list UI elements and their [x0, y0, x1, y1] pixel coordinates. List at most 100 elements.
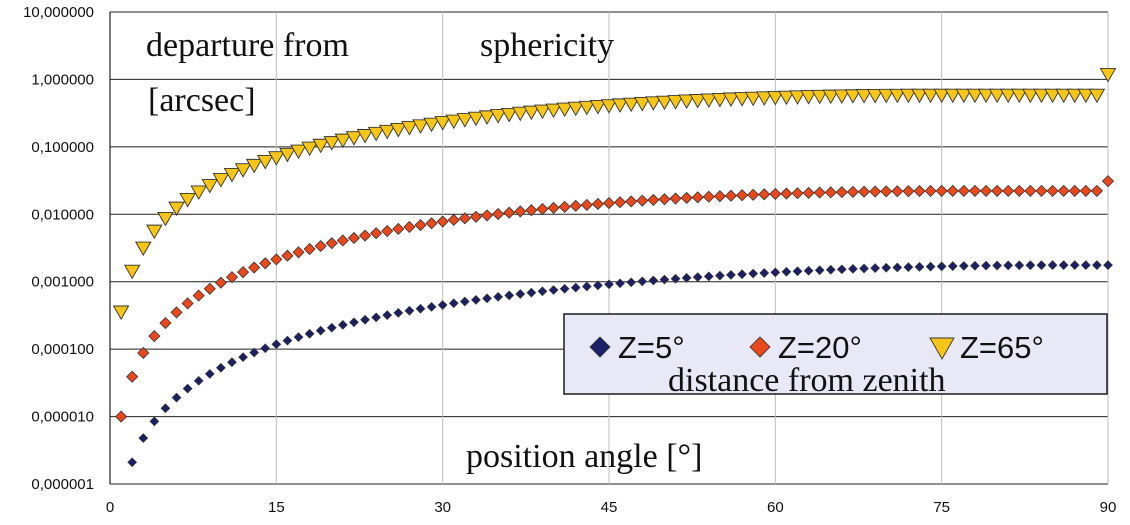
- title-part-1: departure from: [146, 27, 349, 64]
- data-point: [1011, 88, 1028, 104]
- data-point: [648, 275, 659, 286]
- data-point: [900, 88, 917, 104]
- data-point: [259, 257, 272, 270]
- data-point: [1057, 184, 1070, 197]
- data-point: [182, 383, 193, 394]
- data-point: [325, 237, 338, 250]
- data-point: [659, 274, 670, 285]
- data-point: [245, 158, 263, 174]
- data-point: [448, 298, 459, 309]
- data-point: [1025, 260, 1036, 271]
- data-point: [282, 335, 293, 346]
- legend-marker: [929, 337, 955, 360]
- data-point: [713, 190, 726, 203]
- data-point: [504, 290, 515, 301]
- x-axis-ticks: 0 15 30 45 60 75 90: [106, 499, 1117, 516]
- data-point: [378, 124, 396, 140]
- data-point: [591, 197, 604, 211]
- data-point: [726, 270, 736, 280]
- x-tick-label: 15: [268, 499, 285, 516]
- data-point: [279, 147, 296, 163]
- data-point: [625, 195, 638, 208]
- data-point: [1090, 184, 1103, 197]
- data-point: [1003, 260, 1014, 271]
- data-point: [933, 88, 950, 104]
- data-point: [1013, 184, 1026, 197]
- data-point: [545, 103, 562, 119]
- data-point: [1103, 260, 1113, 270]
- title-part-2: sphericity: [480, 27, 614, 64]
- data-point: [889, 88, 906, 104]
- legend-marker: [749, 336, 771, 358]
- y-tick-label: 0,000001: [31, 476, 94, 493]
- data-point: [134, 241, 152, 257]
- data-point: [944, 88, 962, 104]
- data-point: [204, 369, 215, 379]
- data-point: [434, 116, 451, 131]
- data-point: [811, 89, 828, 105]
- data-point: [567, 101, 585, 117]
- data-point: [212, 173, 230, 188]
- data-point: [148, 330, 161, 343]
- data-point: [946, 184, 959, 197]
- data-point: [334, 133, 352, 149]
- data-point: [515, 289, 526, 299]
- data-point: [835, 186, 848, 199]
- data-point: [370, 227, 383, 240]
- data-point: [179, 193, 196, 208]
- x-tick-label: 75: [933, 499, 950, 516]
- data-point: [614, 196, 627, 209]
- data-point: [645, 96, 662, 111]
- data-point: [1101, 175, 1115, 188]
- data-point: [758, 188, 771, 201]
- y-tick-label: 10,000000: [23, 4, 94, 21]
- data-point: [216, 362, 226, 373]
- data-point: [423, 117, 440, 133]
- data-point: [802, 186, 815, 199]
- data-point: [471, 295, 481, 305]
- data-point: [382, 310, 393, 320]
- data-point: [203, 282, 216, 295]
- y-tick-label: 0,000100: [31, 341, 94, 358]
- data-point: [578, 100, 596, 116]
- data-point: [911, 88, 928, 104]
- data-point: [227, 357, 237, 368]
- data-point: [390, 122, 407, 138]
- data-point: [724, 189, 738, 202]
- data-point: [548, 285, 559, 295]
- data-point: [1014, 260, 1025, 271]
- data-point: [303, 242, 316, 256]
- data-point: [314, 239, 327, 253]
- data-point: [1069, 260, 1080, 270]
- data-point: [500, 107, 518, 123]
- data-point: [1047, 260, 1058, 270]
- data-point: [633, 96, 651, 112]
- data-point: [426, 301, 437, 312]
- data-point: [656, 95, 673, 111]
- data-point: [778, 90, 795, 106]
- data-point: [271, 339, 282, 350]
- data-point: [404, 305, 415, 316]
- x-tick-label: 0: [106, 499, 114, 516]
- data-point: [159, 316, 172, 330]
- data-point: [467, 111, 485, 127]
- legend-box: [563, 313, 1108, 395]
- data-point: [914, 261, 925, 272]
- legend-entries: Z=5° Z=20° Z=65°: [589, 330, 1044, 365]
- legend-label: Z=65°: [960, 330, 1044, 365]
- data-point: [293, 332, 304, 342]
- data-point: [301, 141, 318, 157]
- data-point: [1077, 88, 1095, 104]
- data-point: [371, 312, 381, 323]
- data-point: [392, 222, 405, 236]
- y-axis-ticks: 10,000000 1,000000 0,100000 0,010000 0,00100…: [23, 4, 94, 493]
- data-point: [881, 262, 892, 273]
- data-point: [1002, 184, 1015, 197]
- data-point: [870, 263, 880, 273]
- data-point: [922, 88, 939, 104]
- data-point: [249, 347, 260, 358]
- data-point: [112, 305, 130, 321]
- data-point: [304, 328, 315, 339]
- data-point: [1092, 260, 1102, 270]
- data-point: [547, 201, 560, 215]
